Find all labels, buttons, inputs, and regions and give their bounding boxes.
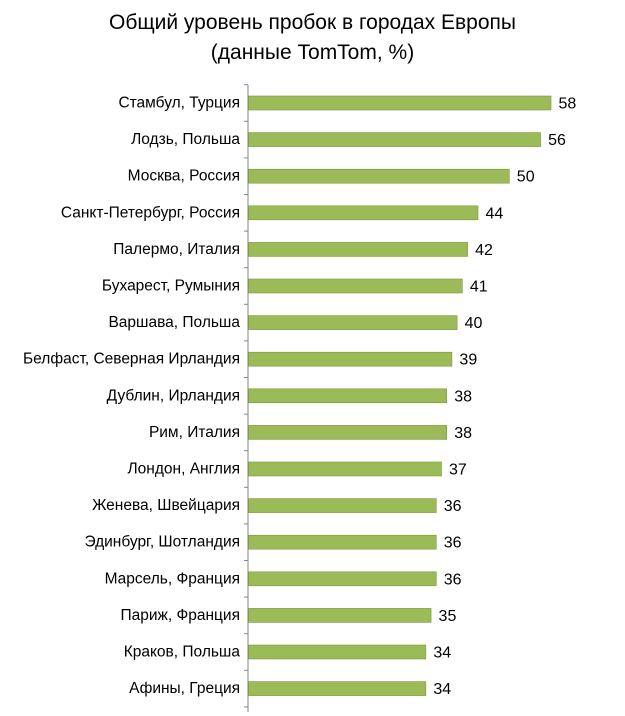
- bar: [248, 388, 448, 404]
- bar: [248, 351, 453, 367]
- value-label: 50: [517, 169, 535, 186]
- bar: [248, 498, 437, 513]
- value-label: 34: [433, 681, 451, 698]
- category-label: Лодзь, Польша: [131, 131, 240, 148]
- chart-title: Общий уровень пробок в городах Европы (д…: [0, 8, 625, 68]
- category-label: Рим, Италия: [149, 424, 240, 441]
- bar: [248, 425, 448, 440]
- bar: [248, 681, 427, 696]
- value-label: 56: [548, 132, 566, 149]
- bar: [248, 571, 437, 587]
- value-label: 35: [439, 608, 457, 625]
- value-label: 37: [449, 462, 467, 479]
- category-label: Афины, Греция: [129, 680, 240, 697]
- category-label: Палермо, Италия: [113, 241, 240, 258]
- value-label: 44: [486, 205, 504, 222]
- value-label: 36: [444, 498, 462, 515]
- value-label: 34: [433, 645, 451, 662]
- value-label: 39: [459, 352, 477, 369]
- value-label: 41: [470, 279, 488, 296]
- category-label: Эдинбург, Шотландия: [84, 534, 240, 551]
- category-label: Женева, Швейцария: [92, 497, 240, 514]
- value-label: 38: [454, 425, 472, 442]
- bar: [248, 205, 479, 221]
- category-label: Марсель, Франция: [105, 570, 240, 587]
- category-label: Варшава, Польша: [108, 314, 240, 331]
- category-label: Москва, Россия: [128, 168, 240, 185]
- chart-title-line: Общий уровень пробок в городах Европы: [108, 11, 516, 34]
- category-label: Краков, Польша: [124, 644, 241, 661]
- bar: [248, 608, 432, 623]
- category-label: Дублин, Ирландия: [107, 387, 240, 404]
- bar: [248, 132, 541, 147]
- value-label: 58: [559, 96, 577, 113]
- value-label: 36: [444, 535, 462, 552]
- bar: [248, 534, 437, 550]
- value-label: 38: [454, 388, 472, 405]
- bar: [248, 95, 552, 111]
- value-label: 42: [475, 242, 493, 259]
- bar: [248, 242, 468, 257]
- bar: [248, 644, 427, 660]
- bar: [248, 168, 510, 184]
- category-label: Лондон, Англия: [128, 461, 241, 478]
- category-label: Стамбул, Турция: [118, 95, 240, 112]
- bar: [248, 461, 442, 477]
- category-label: Санкт-Петербург, Россия: [61, 204, 240, 221]
- category-label: Бухарест, Румыния: [102, 278, 240, 295]
- bar: [248, 278, 463, 294]
- category-label: Белфаст, Северная Ирландия: [23, 351, 240, 368]
- category-label: Париж, Франция: [120, 607, 240, 624]
- value-label: 40: [465, 315, 483, 332]
- chart-subtitle-line: (данные TomTom, %): [210, 41, 415, 64]
- bar: [248, 315, 458, 330]
- value-label: 36: [444, 571, 462, 588]
